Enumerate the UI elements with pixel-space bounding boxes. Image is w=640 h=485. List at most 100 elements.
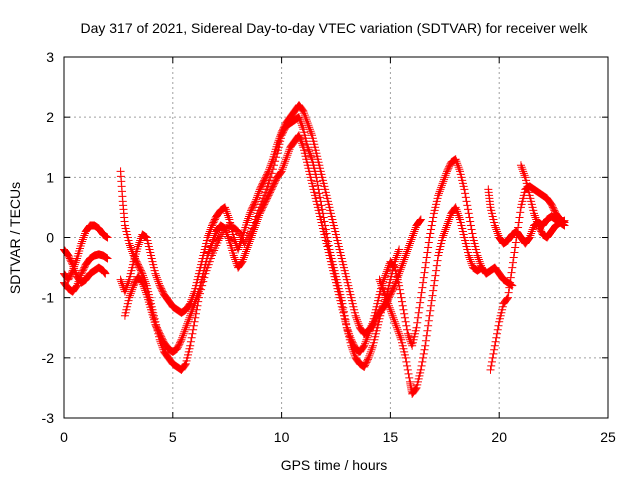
data-point-marker: [467, 259, 476, 268]
data-point-marker: [378, 283, 387, 292]
y-tick-label: -3: [42, 410, 55, 426]
data-point-marker: [397, 293, 406, 302]
data-point-marker: [283, 151, 292, 160]
data-point-marker: [69, 262, 78, 271]
tick-labels: 0 5 10 15 20 25 -3 -2 -1 0 1 2 3: [42, 49, 616, 445]
data-point-marker: [426, 229, 435, 238]
data-point-marker: [519, 169, 528, 178]
data-point-marker: [452, 157, 461, 166]
data-point-marker: [464, 209, 473, 218]
data-point-marker: [460, 185, 469, 194]
data-point-marker: [246, 235, 255, 244]
data-point-marker: [366, 347, 375, 356]
data-point-marker: [71, 268, 80, 277]
data-point-marker: [280, 159, 289, 168]
data-point-marker: [186, 337, 195, 346]
data-point-marker: [103, 233, 112, 242]
data-point-marker: [134, 240, 143, 249]
data-point-marker: [415, 217, 424, 226]
data-point-marker: [379, 287, 388, 296]
data-point-marker: [452, 205, 461, 214]
data-point-marker: [189, 321, 198, 330]
data-point-marker: [402, 321, 411, 330]
data-point-marker: [475, 257, 484, 266]
data-point-marker: [443, 219, 452, 228]
data-point-marker: [141, 232, 150, 241]
data-point-marker: [342, 323, 351, 332]
data-point-marker: [222, 228, 231, 237]
y-axis-label: SDTVAR / TECUs: [7, 182, 23, 294]
data-point-marker: [407, 339, 416, 348]
data-point-marker: [416, 298, 425, 307]
data-point-marker: [301, 113, 310, 122]
data-point-marker: [229, 233, 238, 242]
data-point-marker: [464, 205, 473, 214]
data-point-marker: [425, 311, 434, 320]
data-point-marker: [75, 275, 84, 284]
data-point-marker: [265, 165, 274, 174]
data-point-marker: [222, 207, 231, 216]
data-point-marker: [316, 193, 325, 202]
data-point-marker: [487, 361, 496, 370]
data-point-marker: [300, 111, 309, 120]
data-point-marker: [429, 286, 438, 295]
data-point-marker: [420, 345, 429, 354]
data-point-marker: [346, 333, 355, 342]
data-point-marker: [315, 189, 324, 198]
data-point-marker: [224, 213, 233, 222]
data-point-marker: [223, 232, 232, 241]
data-point-marker: [381, 271, 390, 280]
data-point-marker: [411, 385, 420, 394]
data-point-marker: [78, 235, 87, 244]
data-point-marker: [399, 305, 408, 314]
data-point-marker: [71, 283, 80, 292]
data-point-marker: [379, 285, 388, 294]
data-point-marker: [430, 276, 439, 285]
data-point-marker: [297, 137, 306, 146]
data-point-marker: [451, 203, 460, 212]
data-point-marker: [395, 285, 404, 294]
data-point-marker: [455, 213, 464, 222]
data-point-marker: [139, 282, 148, 291]
data-point-marker: [242, 218, 251, 227]
data-point-marker: [418, 283, 427, 292]
data-point-marker: [209, 235, 218, 244]
data-point-marker: [367, 321, 376, 330]
data-point-marker: [508, 263, 517, 272]
data-point-marker: [520, 171, 529, 180]
data-point-marker: [492, 333, 501, 342]
data-point-marker: [206, 243, 215, 252]
data-point-marker: [352, 313, 361, 322]
data-point-marker: [433, 256, 442, 265]
data-point-marker: [306, 151, 315, 160]
data-point-marker: [279, 161, 288, 170]
data-point-marker: [404, 369, 413, 378]
data-point-marker: [350, 349, 359, 358]
data-point-marker: [421, 341, 430, 350]
data-point-marker: [477, 263, 486, 272]
data-point-marker: [516, 161, 525, 170]
data-point-marker: [179, 329, 188, 338]
data-point-marker: [438, 179, 447, 188]
data-point-marker: [413, 313, 422, 322]
data-point-marker: [400, 313, 409, 322]
series-track-B: [60, 245, 110, 287]
data-point-marker: [468, 229, 477, 238]
data-point-marker: [305, 147, 314, 156]
data-point-marker: [526, 231, 535, 240]
data-point-marker: [136, 236, 145, 245]
data-point-marker: [116, 275, 125, 284]
data-point-marker: [78, 237, 87, 246]
data-point-marker: [230, 253, 239, 262]
series-track-J: [516, 161, 569, 242]
data-point-marker: [252, 195, 261, 204]
data-point-marker: [252, 219, 261, 228]
data-point-marker: [68, 260, 77, 269]
data-point-marker: [276, 130, 285, 139]
data-point-marker: [238, 257, 247, 266]
data-point-marker: [152, 271, 161, 280]
data-point-marker: [392, 321, 401, 330]
data-point-marker: [253, 215, 262, 224]
data-point-marker: [253, 191, 262, 200]
data-point-marker: [139, 280, 148, 289]
